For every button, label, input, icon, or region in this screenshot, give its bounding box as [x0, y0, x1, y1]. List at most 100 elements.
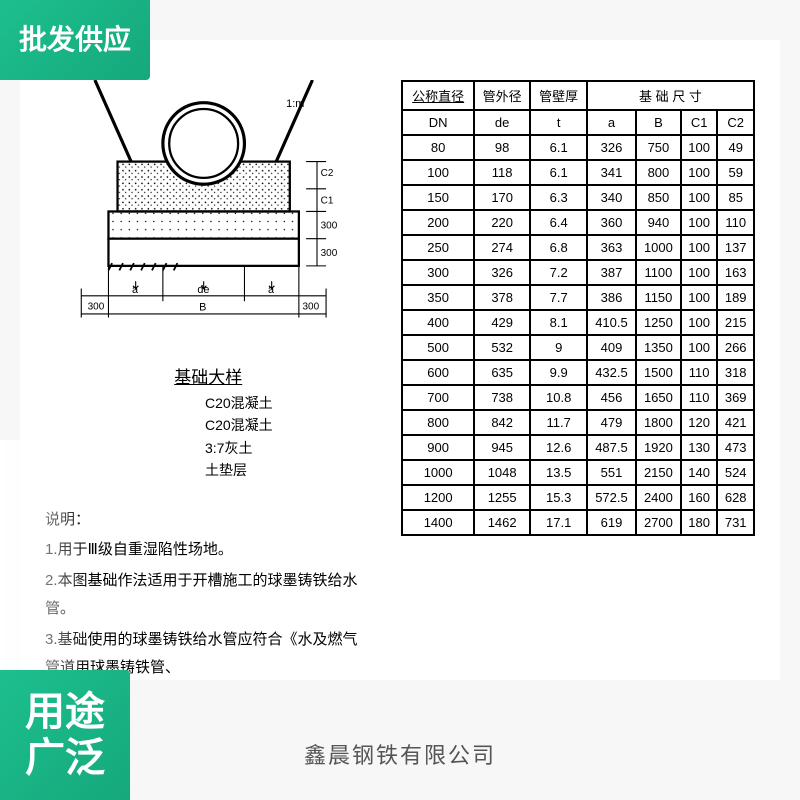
- dim-a-r: a: [268, 284, 275, 296]
- table-cell: 10.8: [530, 385, 587, 410]
- table-row: 6006359.9432.51500110318: [402, 360, 754, 385]
- th-group: 基 础 尺 寸: [587, 81, 754, 110]
- table-cell: 479: [587, 410, 636, 435]
- table-cell: 100: [681, 185, 718, 210]
- dim-B: B: [199, 301, 206, 313]
- dim-a-l: a: [132, 284, 139, 296]
- table-cell: 360: [587, 210, 636, 235]
- dim-c2: C2: [321, 168, 334, 179]
- table-row: 1000104813.55512150140524: [402, 460, 754, 485]
- table-cell: 6.8: [530, 235, 587, 260]
- th-t: 管壁厚: [530, 81, 587, 110]
- table-row: 80084211.74791800120421: [402, 410, 754, 435]
- table-cell: 635: [474, 360, 531, 385]
- table-cell: 600: [402, 360, 474, 385]
- table-row: 70073810.84561650110369: [402, 385, 754, 410]
- table-cell: 15.3: [530, 485, 587, 510]
- spec-table: 公称直径 管外径 管壁厚 基 础 尺 寸 DN de t a B C1 C2 8…: [401, 80, 755, 536]
- table-cell: 100: [681, 135, 718, 160]
- table-cell: 1500: [636, 360, 681, 385]
- badge-wholesale: 批发供应: [0, 0, 150, 80]
- table-cell: 189: [717, 285, 754, 310]
- table-cell: 100: [681, 235, 718, 260]
- table-cell: 409: [587, 335, 636, 360]
- fade-overlay: [0, 440, 90, 700]
- table-cell: 1048: [474, 460, 531, 485]
- table-cell: 945: [474, 435, 531, 460]
- table-cell: 9: [530, 335, 587, 360]
- table-cell: 120: [681, 410, 718, 435]
- table-cell: 500: [402, 335, 474, 360]
- table-cell: 940: [636, 210, 681, 235]
- dim-right-300: 300: [302, 301, 319, 312]
- table-row: 3503787.73861150100189: [402, 285, 754, 310]
- table-cell: 2150: [636, 460, 681, 485]
- diagram-svg: C2 C1 300 300 1:m 300 a de: [45, 80, 371, 352]
- table-cell: 318: [717, 360, 754, 385]
- left-column: C2 C1 300 300 1:m 300 a de: [45, 80, 371, 660]
- legend-line-2: C20混凝土: [205, 414, 371, 436]
- table-cell: 140: [681, 460, 718, 485]
- spec-table-body: 80986.1326750100491001186.13418001005915…: [402, 135, 754, 535]
- dim-1m: 1:m: [286, 98, 304, 110]
- dim-c1: C1: [321, 195, 334, 206]
- legend-line-3: 3:7灰土: [205, 437, 371, 459]
- table-cell: 220: [474, 210, 531, 235]
- table-cell: 750: [636, 135, 681, 160]
- table-cell: 350: [402, 285, 474, 310]
- table-cell: 110: [681, 385, 718, 410]
- table-row: 1400146217.16192700180731: [402, 510, 754, 535]
- dim-300a: 300: [321, 221, 338, 232]
- table-cell: 1255: [474, 485, 531, 510]
- table-cell: 1650: [636, 385, 681, 410]
- table-row: 1200125515.3572.52400160628: [402, 485, 754, 510]
- table-row: 2502746.83631000100137: [402, 235, 754, 260]
- table-row: 90094512.6487.51920130473: [402, 435, 754, 460]
- table-cell: 180: [681, 510, 718, 535]
- dim-de: de: [197, 284, 209, 296]
- foundation-diagram: C2 C1 300 300 1:m 300 a de: [45, 80, 371, 482]
- table-cell: 266: [717, 335, 754, 360]
- table-cell: 200: [402, 210, 474, 235]
- badge-usage: 用途广泛: [0, 670, 130, 800]
- table-cell: 100: [681, 210, 718, 235]
- table-cell: 1800: [636, 410, 681, 435]
- table-cell: 842: [474, 410, 531, 435]
- table-cell: 300: [402, 260, 474, 285]
- table-cell: 137: [717, 235, 754, 260]
- diagram-title: 基础大样: [45, 363, 371, 388]
- table-cell: 110: [681, 360, 718, 385]
- table-cell: 421: [717, 410, 754, 435]
- table-cell: 386: [587, 285, 636, 310]
- dim-left-300: 300: [88, 301, 105, 312]
- sub-dn: DN: [402, 110, 474, 135]
- table-cell: 12.6: [530, 435, 587, 460]
- table-cell: 1000: [402, 460, 474, 485]
- table-cell: 1462: [474, 510, 531, 535]
- table-cell: 572.5: [587, 485, 636, 510]
- note-1: 1.用于Ⅲ级自重湿陷性场地。: [45, 536, 371, 565]
- table-cell: 163: [717, 260, 754, 285]
- table-cell: 6.3: [530, 185, 587, 210]
- table-header-row-2: DN de t a B C1 C2: [402, 110, 754, 135]
- table-cell: 1350: [636, 335, 681, 360]
- table-cell: 700: [402, 385, 474, 410]
- diagram-legend: C20混凝土 C20混凝土 3:7灰土 土垫层: [205, 392, 371, 482]
- table-cell: 800: [636, 160, 681, 185]
- table-cell: 473: [717, 435, 754, 460]
- document-sheet: C2 C1 300 300 1:m 300 a de: [20, 40, 780, 680]
- table-row: 1001186.134180010059: [402, 160, 754, 185]
- dim-300b: 300: [321, 248, 338, 259]
- table-cell: 628: [717, 485, 754, 510]
- table-cell: 400: [402, 310, 474, 335]
- table-row: 4004298.1410.51250100215: [402, 310, 754, 335]
- table-cell: 130: [681, 435, 718, 460]
- table-cell: 11.7: [530, 410, 587, 435]
- table-cell: 363: [587, 235, 636, 260]
- table-cell: 378: [474, 285, 531, 310]
- table-cell: 326: [587, 135, 636, 160]
- table-cell: 100: [681, 285, 718, 310]
- table-cell: 1920: [636, 435, 681, 460]
- table-cell: 6.4: [530, 210, 587, 235]
- table-row: 2002206.4360940100110: [402, 210, 754, 235]
